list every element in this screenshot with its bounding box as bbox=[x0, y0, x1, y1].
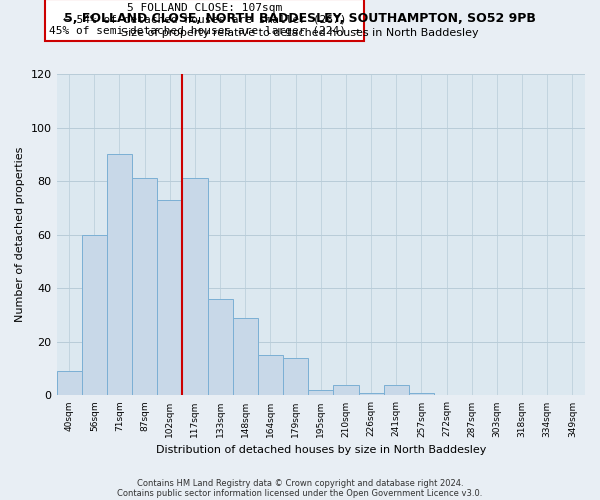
Bar bbox=[208, 299, 233, 396]
Bar bbox=[182, 178, 208, 396]
Bar bbox=[233, 318, 258, 396]
Text: Size of property relative to detached houses in North Baddesley: Size of property relative to detached ho… bbox=[121, 28, 479, 38]
Bar bbox=[56, 372, 82, 396]
Bar bbox=[283, 358, 308, 396]
Text: 5, FOLLAND CLOSE, NORTH BADDESLEY, SOUTHAMPTON, SO52 9PB: 5, FOLLAND CLOSE, NORTH BADDESLEY, SOUTH… bbox=[64, 12, 536, 26]
Bar bbox=[334, 384, 359, 396]
Bar bbox=[132, 178, 157, 396]
Bar bbox=[258, 356, 283, 396]
Bar bbox=[409, 393, 434, 396]
Text: Contains public sector information licensed under the Open Government Licence v3: Contains public sector information licen… bbox=[118, 488, 482, 498]
Text: Contains HM Land Registry data © Crown copyright and database right 2024.: Contains HM Land Registry data © Crown c… bbox=[137, 478, 463, 488]
X-axis label: Distribution of detached houses by size in North Baddesley: Distribution of detached houses by size … bbox=[155, 445, 486, 455]
Y-axis label: Number of detached properties: Number of detached properties bbox=[15, 147, 25, 322]
Bar bbox=[383, 384, 409, 396]
Bar bbox=[82, 234, 107, 396]
Bar bbox=[308, 390, 334, 396]
Bar bbox=[107, 154, 132, 396]
Bar bbox=[157, 200, 182, 396]
Bar bbox=[359, 393, 383, 396]
Text: 5 FOLLAND CLOSE: 107sqm
← 54% of detached houses are smaller (267)
45% of semi-d: 5 FOLLAND CLOSE: 107sqm ← 54% of detache… bbox=[49, 4, 360, 36]
